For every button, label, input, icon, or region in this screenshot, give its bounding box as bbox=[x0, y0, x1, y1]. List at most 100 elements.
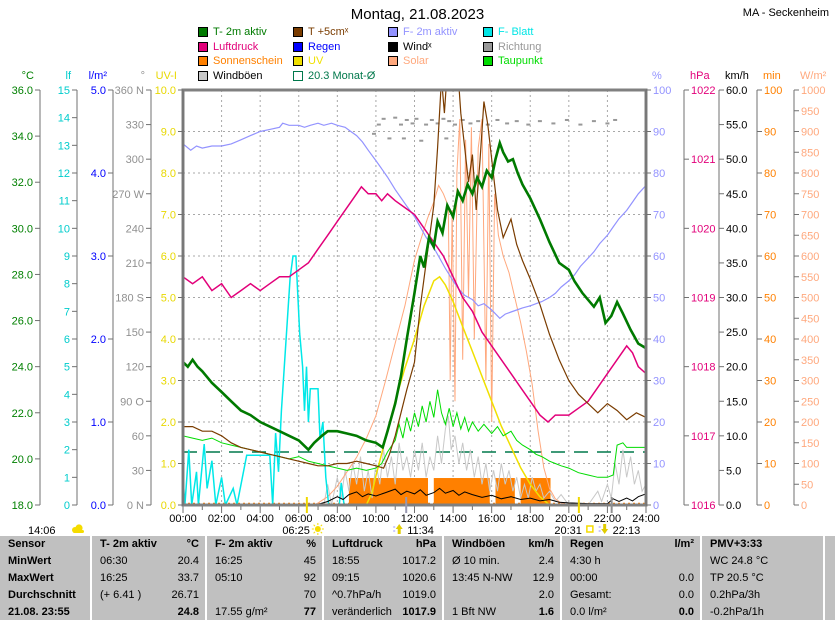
axis-tick-label: 120 bbox=[126, 362, 144, 374]
axis-tick-label: 13 bbox=[58, 140, 70, 152]
axis-title: km/h bbox=[725, 70, 749, 82]
axis-tick-label: 330 bbox=[126, 120, 144, 132]
axis-tick-label: 3.0 bbox=[161, 376, 176, 388]
legend-swatch-icon bbox=[483, 41, 493, 52]
axis-tick-label: 60.0 bbox=[726, 85, 747, 97]
legend-item-windb-en[interactable]: Windböen bbox=[198, 70, 263, 82]
footer-column-header: PMV+3:33 bbox=[710, 538, 763, 551]
axis-title: lf bbox=[66, 70, 72, 82]
axis-tick-label: 0 bbox=[764, 500, 770, 512]
axis-tick-label: 400 bbox=[801, 334, 819, 346]
axis-tick-label: 30 bbox=[653, 376, 665, 388]
statistics-table: Sensor MinWert MaxWert Durchschnitt 21.08. 2… bbox=[0, 536, 835, 620]
footer-row-label: Durchschnitt bbox=[8, 588, 76, 601]
footer-cell-label: 1 Bft NW bbox=[452, 605, 497, 618]
wind-direction-dot bbox=[476, 120, 481, 123]
legend-item-wind-[interactable]: Windˣ bbox=[388, 41, 432, 53]
axis-tick-label: 2.0 bbox=[161, 417, 176, 429]
series-f-blatt bbox=[183, 255, 646, 505]
axis-tick-label: 15 bbox=[58, 85, 70, 97]
axis-tick-label: 9 bbox=[64, 251, 70, 263]
footer-column-regen: Regen l/m² 4:30 h 00:00 0.0 Gesamt: 0.0 0.0 l/m… bbox=[562, 536, 700, 620]
legend-swatch-icon bbox=[293, 27, 303, 37]
series-t-5cm bbox=[183, 90, 646, 469]
footer-row-label: MaxWert bbox=[8, 571, 54, 584]
wind-direction-dot bbox=[381, 117, 386, 120]
footer-cell-value: 1020.6 bbox=[402, 571, 436, 584]
legend-item-regen[interactable]: Regen bbox=[293, 41, 340, 53]
wind-direction-dot bbox=[387, 137, 392, 140]
legend-item-uv[interactable]: UV bbox=[293, 55, 323, 67]
legend-item-f-blatt[interactable]: F- Blatt bbox=[483, 26, 533, 38]
wind-direction-dot bbox=[447, 120, 452, 123]
axis-tick-label: 150 bbox=[126, 327, 144, 339]
axis-tick-label: 3.0 bbox=[91, 251, 106, 263]
axis-tick-label: 30 bbox=[132, 465, 144, 477]
sunshine-bar bbox=[495, 478, 515, 504]
footer-column-t-2m-aktiv: T- 2m aktiv °C 06:30 20.4 16:25 33.7 (+ 6.41 )… bbox=[92, 536, 205, 620]
time-label: 14:00 bbox=[439, 513, 467, 525]
time-label: 08:00 bbox=[324, 513, 352, 525]
axis-tick-label: 270 W bbox=[112, 189, 144, 201]
wind-direction-dot bbox=[564, 118, 569, 121]
wind-direction-dot bbox=[376, 123, 381, 126]
time-label: 10:00 bbox=[362, 513, 390, 525]
axis-tick-label: 34.0 bbox=[12, 131, 33, 143]
wind-direction-dot bbox=[435, 122, 440, 125]
footer-row-label: Sensor bbox=[8, 538, 46, 551]
axis-tick-label: 1016 bbox=[691, 500, 715, 512]
legend-item-t-5cm-[interactable]: T +5cmˣ bbox=[293, 26, 348, 38]
plot-area[interactable] bbox=[183, 90, 646, 505]
axis-tick-label: 8 bbox=[64, 279, 70, 291]
axis-tick-label: 4.0 bbox=[161, 334, 176, 346]
axis-tick-label: 300 bbox=[126, 154, 144, 166]
wind-direction-dot bbox=[401, 137, 406, 140]
series-t-2m-aktiv bbox=[183, 138, 646, 452]
axis-tick-label: 90 bbox=[764, 127, 776, 139]
axis-tick-label: 100 bbox=[801, 459, 819, 471]
axis-tick-label: 11 bbox=[59, 196, 70, 208]
legend-item-20-3-monat-[interactable]: 20.3 Monat-Ø bbox=[293, 70, 375, 82]
wind-direction-dot bbox=[613, 118, 618, 121]
axis-tick-label: 50 bbox=[653, 293, 665, 305]
footer-cell-label: 18:55 bbox=[332, 555, 360, 568]
wind-direction-dot bbox=[551, 122, 556, 125]
sun-icon bbox=[311, 523, 324, 535]
legend-item-t-2m-aktiv[interactable]: T- 2m aktiv bbox=[198, 26, 267, 38]
axis-title: UV-I bbox=[156, 70, 177, 82]
axis-tick-label: 1018 bbox=[691, 362, 715, 374]
axis-tick-label: 36.0 bbox=[12, 85, 33, 97]
axis-tick-label: 55.0 bbox=[726, 120, 747, 132]
legend-item-richtung[interactable]: Richtung bbox=[483, 41, 541, 53]
axis-tick-label: 500 bbox=[801, 293, 819, 305]
time-label: 00:00 bbox=[169, 513, 197, 525]
wind-direction-dot bbox=[578, 123, 583, 126]
wind-direction-dot bbox=[495, 118, 500, 121]
axis-tick-label: 750 bbox=[801, 189, 819, 201]
legend-label: Luftdruck bbox=[213, 40, 259, 53]
footer-cell-value: 20.4 bbox=[177, 555, 199, 568]
footer-cell-value: 0.0 bbox=[678, 571, 694, 584]
sunshine-bar bbox=[348, 478, 429, 504]
axis-tick-label: 1.0 bbox=[161, 459, 176, 471]
legend-item-taupunkt[interactable]: Taupunkt bbox=[483, 55, 543, 67]
legend-item-f-2m-aktiv[interactable]: F- 2m aktiv bbox=[388, 26, 457, 38]
footer-cell-value: 92 bbox=[303, 571, 316, 584]
wind-direction-dot bbox=[591, 120, 596, 123]
axis-title: min bbox=[763, 70, 781, 82]
axis-tick-label: 20.0 bbox=[12, 454, 33, 466]
axis-tick-label: 7.0 bbox=[161, 210, 176, 222]
axis-tick-label: 350 bbox=[801, 355, 819, 367]
footer-column-unit: km/h bbox=[528, 538, 554, 551]
axis-tick-label: 1022 bbox=[691, 85, 715, 97]
page-title: Montag, 21.08.2023 bbox=[350, 6, 485, 23]
wind-direction-dot bbox=[419, 139, 424, 142]
legend-item-solar[interactable]: Solar bbox=[388, 55, 429, 67]
footer-cell-label: veränderlich bbox=[332, 605, 392, 618]
axis-title: W/m² bbox=[800, 70, 827, 82]
axis-tick-label: 1.0 bbox=[91, 417, 106, 429]
axis-title: l/m² bbox=[89, 70, 108, 82]
legend-item-luftdruck[interactable]: Luftdruck bbox=[198, 41, 258, 53]
series-windb-en bbox=[183, 415, 646, 505]
legend-item-sonnenschein[interactable]: Sonnenschein bbox=[198, 55, 283, 67]
